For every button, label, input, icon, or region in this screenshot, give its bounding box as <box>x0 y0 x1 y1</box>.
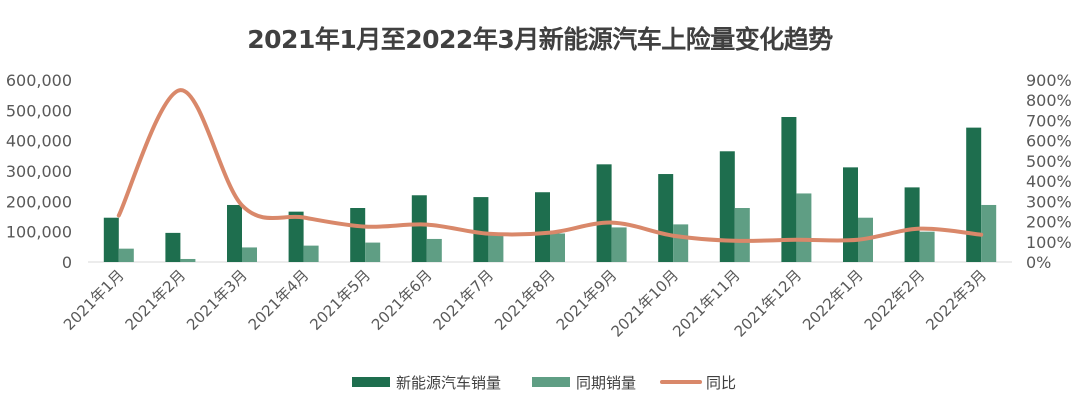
bar-sales <box>781 117 797 262</box>
bar-prior-sales <box>242 247 257 262</box>
bar-prior-sales <box>303 245 319 262</box>
bar-sales <box>719 151 735 262</box>
right-tick-label: 700% <box>1026 111 1072 130</box>
bar-prior-sales <box>180 258 196 262</box>
x-tick-label: 2021年1月 <box>60 266 128 334</box>
bar-prior-sales <box>365 242 381 262</box>
left-tick-label: 400,000 <box>6 132 72 151</box>
bar-prior-sales <box>550 233 565 262</box>
bar-sales <box>904 187 920 262</box>
bar-prior-sales <box>734 208 750 262</box>
chart-title: 2021年1月至2022年3月新能源汽车上险量变化趋势 <box>247 25 833 54</box>
bar-sales <box>473 197 489 262</box>
legend-yoy-label: 同比 <box>706 374 736 392</box>
bar-sales <box>843 167 858 262</box>
bar-prior-sales <box>981 204 997 262</box>
right-tick-label: 100% <box>1026 233 1072 252</box>
x-tick-label: 2021年5月 <box>306 266 374 334</box>
x-tick-label: 2021年8月 <box>491 266 559 334</box>
legend-sales-swatch <box>352 377 390 387</box>
legend: 新能源汽车销量 同期销量 同比 <box>352 374 736 392</box>
right-axis: 0%100%200% 300%400%500%600% 700%800%900% <box>1026 71 1072 272</box>
bars-group <box>103 117 997 262</box>
bar-sales <box>535 192 550 262</box>
x-tick-label: 2021年2月 <box>122 266 190 334</box>
left-tick-label: 600,000 <box>6 71 72 90</box>
x-tick-label: 2021年3月 <box>183 266 251 334</box>
left-tick-label: 500,000 <box>6 101 72 120</box>
yoy-line <box>116 88 984 243</box>
bar-prior-sales <box>796 193 812 262</box>
bar-prior-sales <box>426 238 442 262</box>
bar-prior-sales <box>118 248 134 262</box>
x-tick-label: 2022年3月 <box>922 266 990 334</box>
x-tick-label: 2021年6月 <box>368 266 436 334</box>
right-tick-label: 300% <box>1026 192 1072 211</box>
right-tick-label: 500% <box>1026 152 1072 171</box>
right-tick-label: 0% <box>1026 253 1051 272</box>
legend-prior-sales-label: 同期销量 <box>576 374 636 392</box>
left-tick-label: 200,000 <box>6 192 72 211</box>
bar-sales <box>596 164 612 262</box>
legend-sales-label: 新能源汽车销量 <box>396 374 501 392</box>
right-tick-label: 200% <box>1026 213 1072 232</box>
left-tick-label: 300,000 <box>6 162 72 181</box>
bar-prior-sales <box>488 235 504 262</box>
left-tick-label: 0 <box>62 253 72 272</box>
x-tick-label: 2021年4月 <box>245 266 313 334</box>
x-tick-label: 2022年2月 <box>861 266 929 334</box>
bar-sales <box>227 204 242 262</box>
legend-prior-sales-swatch <box>532 377 570 387</box>
line-group <box>116 88 984 243</box>
x-tick-label: 2021年9月 <box>553 266 621 334</box>
bar-prior-sales <box>611 227 627 262</box>
bar-sales <box>966 127 982 262</box>
right-tick-label: 600% <box>1026 132 1072 151</box>
bar-sales <box>165 232 181 262</box>
bar-sales <box>350 208 366 262</box>
bar-sales <box>411 195 427 262</box>
right-tick-label: 900% <box>1026 71 1072 90</box>
bar-prior-sales <box>919 231 935 262</box>
bar-sales <box>288 211 304 262</box>
bar-sales <box>103 217 119 262</box>
x-tick-label: 2022年1月 <box>799 266 867 334</box>
x-axis-labels: 2021年1月2021年2月2021年3月2021年4月2021年5月2021年… <box>60 266 990 340</box>
right-tick-label: 400% <box>1026 172 1072 191</box>
right-tick-label: 800% <box>1026 91 1072 110</box>
x-tick-label: 2021年7月 <box>430 266 498 334</box>
bar-sales <box>658 174 674 262</box>
left-tick-label: 100,000 <box>6 223 72 242</box>
bar-prior-sales <box>673 224 689 262</box>
